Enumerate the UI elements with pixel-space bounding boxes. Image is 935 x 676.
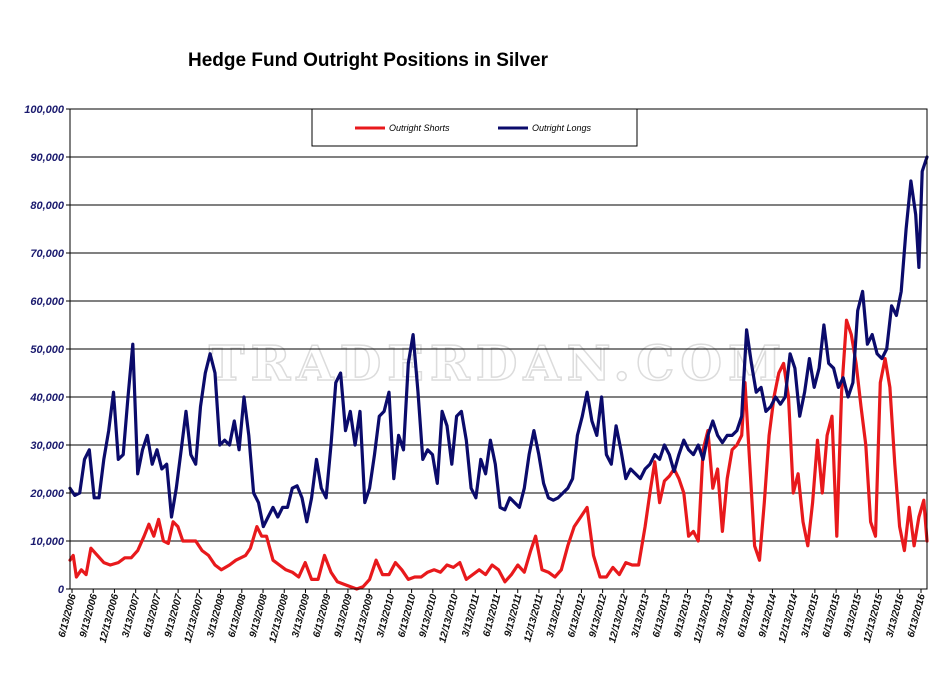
y-tick-label: 80,000 — [30, 200, 65, 212]
series-line-shorts — [68, 318, 929, 591]
y-tick-label: 40,000 — [29, 392, 65, 404]
watermark: TRADERDAN.COM — [209, 336, 787, 392]
y-tick-label: 10,000 — [30, 536, 65, 548]
y-tick-label: 60,000 — [30, 296, 65, 308]
y-tick-label: 100,000 — [24, 104, 65, 116]
series-lines — [68, 155, 929, 591]
y-axis-ticks: 0 10,000 20,000 30,000 40,000 50,000 60,000 70,… — [24, 104, 70, 596]
y-tick-label: 90,000 — [30, 152, 65, 164]
y-tick-label: 0 — [58, 584, 65, 596]
y-tick-label: 70,000 — [30, 248, 65, 260]
legend-label-shorts: Outright Shorts — [389, 123, 450, 133]
y-tick-label: 50,000 — [30, 344, 65, 356]
series-line-longs — [68, 155, 929, 529]
legend-label-longs: Outright Longs — [532, 123, 592, 133]
chart-title: Hedge Fund Outright Positions in Silver — [188, 50, 549, 71]
legend: Outright Shorts Outright Longs — [311, 108, 638, 147]
y-tick-label: 20,000 — [29, 488, 65, 500]
y-tick-label: 30,000 — [30, 440, 65, 452]
